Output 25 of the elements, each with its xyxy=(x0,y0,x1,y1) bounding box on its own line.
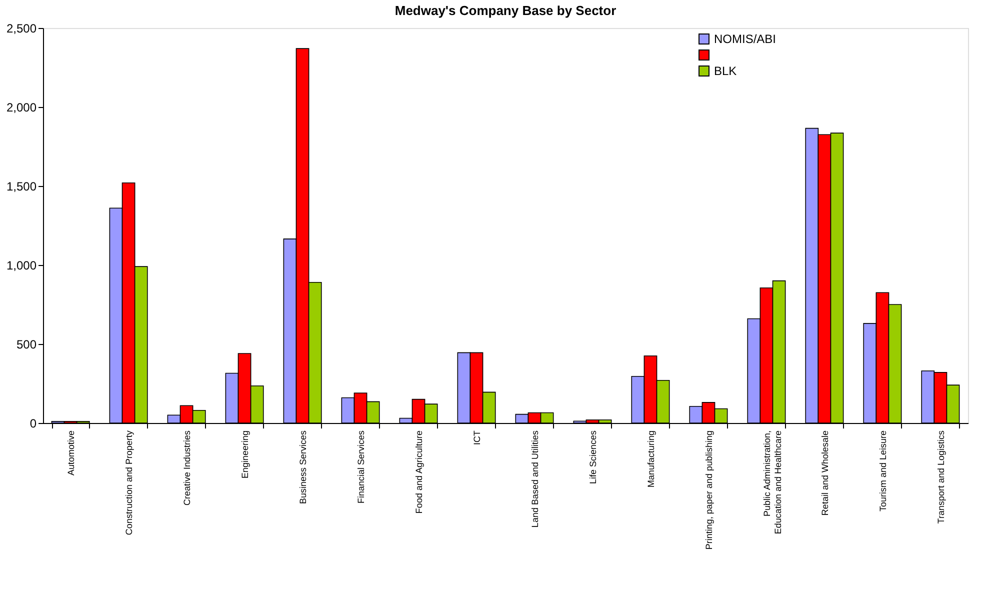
x-tick-label: Printing, paper and publishing xyxy=(704,430,714,550)
y-tick-label: 0 xyxy=(30,416,37,430)
y-tick-label: 1,500 xyxy=(6,180,37,194)
x-tick-label: Manufacturing xyxy=(646,430,656,488)
x-tick-label: Retail and Wholesale xyxy=(820,430,830,516)
x-tick-label: ICT xyxy=(472,430,482,445)
chart-title: Medway's Company Base by Sector xyxy=(394,3,616,18)
legend-label: NOMIS/ABI xyxy=(714,32,776,46)
x-tick-label: Automotive xyxy=(66,430,76,476)
x-tick-label: Creative Industries xyxy=(182,430,192,506)
x-tick-label: Business Services xyxy=(298,430,308,504)
x-tick-label: Construction and Property xyxy=(124,430,134,536)
x-tick-label: Engineering xyxy=(240,430,250,479)
y-tick-label: 2,500 xyxy=(6,22,37,36)
x-tick-label: Transport and Logistics xyxy=(936,430,946,524)
y-tick-label: 2,000 xyxy=(6,100,37,114)
x-tick-label: Tourism and Leisure xyxy=(878,430,888,512)
legend-label: BLK xyxy=(714,64,737,78)
x-tick-label: Financial Services xyxy=(356,430,366,504)
x-tick-label: Life Sciences xyxy=(588,430,598,484)
y-tick-label: 500 xyxy=(16,338,37,352)
x-tick-label: Public Administration, Education and Healthcare xyxy=(762,430,783,534)
x-tick-label: Land Based and Utilities xyxy=(530,430,540,528)
y-tick-label: 1,000 xyxy=(6,258,37,272)
x-tick-label: Food and Agriculture xyxy=(414,430,424,514)
